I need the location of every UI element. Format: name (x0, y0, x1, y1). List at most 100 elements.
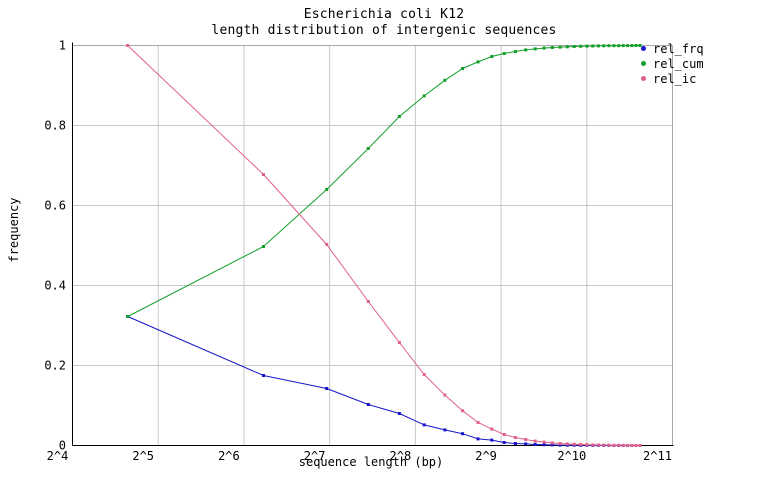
x-tick-label: 2^9 (475, 449, 497, 463)
y-tick-label: 1 (59, 39, 66, 53)
data-point-marker-rel_cum (533, 47, 537, 51)
data-point-marker-rel_ic (638, 444, 642, 447)
data-point-marker-rel_ic (126, 44, 130, 47)
data-point-marker-rel_cum (602, 44, 606, 48)
rel-ic-marker-icon (641, 76, 646, 81)
data-point-marker-rel_ic (422, 373, 426, 376)
data-point-marker-rel_ic (533, 439, 537, 443)
data-point-marker-rel_ic (262, 173, 265, 176)
data-point-marker-rel_frq (443, 428, 447, 432)
data-point-marker-rel_cum (542, 46, 546, 50)
data-point-marker-rel_cum (617, 44, 621, 48)
data-point-marker-rel_frq (524, 442, 528, 446)
data-point-marker-rel_frq (461, 432, 465, 436)
x-tick-label: 2^6 (218, 449, 240, 463)
x-tick-label: 2^11 (643, 449, 672, 463)
series-line-rel_cum (127, 45, 640, 317)
data-point-marker-rel_cum (612, 44, 616, 48)
data-point-marker-rel_cum (490, 55, 494, 58)
data-point-marker-rel_cum (591, 44, 595, 48)
y-tick-label: 0.4 (44, 279, 66, 293)
data-point-marker-rel_ic (596, 443, 600, 447)
data-point-marker-rel_ic (524, 438, 528, 441)
data-point-marker-rel_cum (513, 50, 517, 53)
data-point-marker-rel_cum (262, 245, 265, 248)
rel-frq-marker-icon (641, 46, 646, 51)
data-point-marker-rel_ic (626, 443, 630, 447)
data-point-marker-rel_ic (630, 443, 634, 447)
data-point-marker-rel_ic (443, 393, 447, 397)
data-point-marker-rel_ic (397, 341, 401, 344)
data-point-marker-rel_ic (502, 433, 506, 436)
data-point-marker-rel_frq (550, 443, 554, 447)
data-point-marker-rel_cum (565, 45, 569, 49)
data-point-marker-rel_frq (558, 443, 562, 447)
legend-item-rel-ic: rel_ic (641, 71, 704, 86)
x-tick-label: 2^4 (47, 449, 69, 463)
data-point-marker-rel_cum (579, 44, 583, 48)
x-tick-label: 2^10 (557, 449, 586, 463)
data-point-marker-rel_ic (558, 442, 562, 445)
data-point-marker-rel_cum (621, 44, 625, 48)
data-point-marker-rel_cum (634, 44, 638, 47)
data-point-marker-rel_cum (638, 44, 642, 47)
legend-item-rel-cum: rel_cum (641, 56, 704, 71)
data-point-marker-rel_cum (558, 45, 562, 49)
x-tick-label: 2^5 (132, 449, 154, 463)
data-point-marker-rel_ic (542, 440, 546, 444)
data-point-marker-rel_cum (630, 44, 634, 48)
data-point-marker-rel_ic (621, 443, 625, 447)
legend: rel_frq rel_cum rel_ic (641, 41, 704, 86)
y-tick-label: 0 (59, 439, 66, 453)
data-point-marker-rel_frq (502, 441, 506, 444)
data-point-marker-rel_ic (617, 443, 621, 447)
y-axis-label: frequency (7, 197, 21, 263)
legend-label: rel_ic (653, 71, 697, 86)
data-point-marker-rel_cum (461, 67, 465, 70)
data-point-marker-rel_ic (591, 443, 595, 447)
data-point-marker-rel_ic (461, 409, 465, 413)
data-point-marker-rel_frq (262, 374, 265, 377)
data-point-marker-rel_cum (502, 52, 506, 55)
legend-label: rel_cum (653, 56, 704, 71)
data-point-marker-rel_frq (490, 438, 494, 442)
data-point-marker-rel_cum (524, 48, 528, 52)
data-point-marker-rel_cum (443, 78, 447, 82)
rel-cum-marker-icon (641, 61, 646, 66)
data-point-marker-rel_cum (585, 44, 589, 48)
data-point-marker-rel_frq (366, 403, 370, 406)
x-axis-label: sequence length (bp) (298, 455, 444, 469)
data-point-marker-rel_cum (476, 60, 480, 64)
data-point-marker-rel_cum (572, 45, 576, 48)
data-point-marker-rel_frq (513, 442, 517, 445)
data-point-marker-rel_ic (550, 441, 554, 445)
data-point-marker-rel_ic (602, 443, 606, 447)
data-point-marker-rel_cum (422, 94, 426, 98)
data-point-marker-rel_frq (422, 423, 426, 427)
data-point-marker-rel_cum (325, 188, 329, 191)
data-point-marker-rel_frq (325, 387, 329, 390)
data-point-marker-rel_ic (634, 443, 638, 447)
data-point-marker-rel_cum (126, 315, 130, 318)
data-point-marker-rel_frq (542, 443, 546, 447)
chart-title-line1: Escherichia coli K12 (303, 7, 465, 22)
data-point-marker-rel_frq (476, 437, 480, 441)
y-tick-label: 0.8 (44, 119, 66, 133)
data-point-marker-rel_cum (596, 44, 600, 48)
data-point-marker-rel_cum (366, 147, 370, 150)
data-point-marker-rel_cum (607, 44, 611, 48)
legend-item-rel-frq: rel_frq (641, 41, 704, 56)
data-point-marker-rel_ic (612, 443, 616, 447)
x-tick-label: 2^7 (304, 449, 326, 463)
data-point-marker-rel_cum (550, 46, 554, 49)
data-point-marker-rel_frq (397, 412, 401, 415)
data-point-marker-rel_cum (626, 44, 630, 48)
data-point-marker-rel_ic (366, 300, 370, 303)
data-point-marker-rel_ic (572, 442, 576, 446)
data-point-marker-rel_cum (397, 115, 401, 118)
legend-label: rel_frq (653, 41, 704, 56)
data-point-marker-rel_ic (585, 443, 589, 447)
data-point-marker-rel_ic (607, 443, 611, 447)
